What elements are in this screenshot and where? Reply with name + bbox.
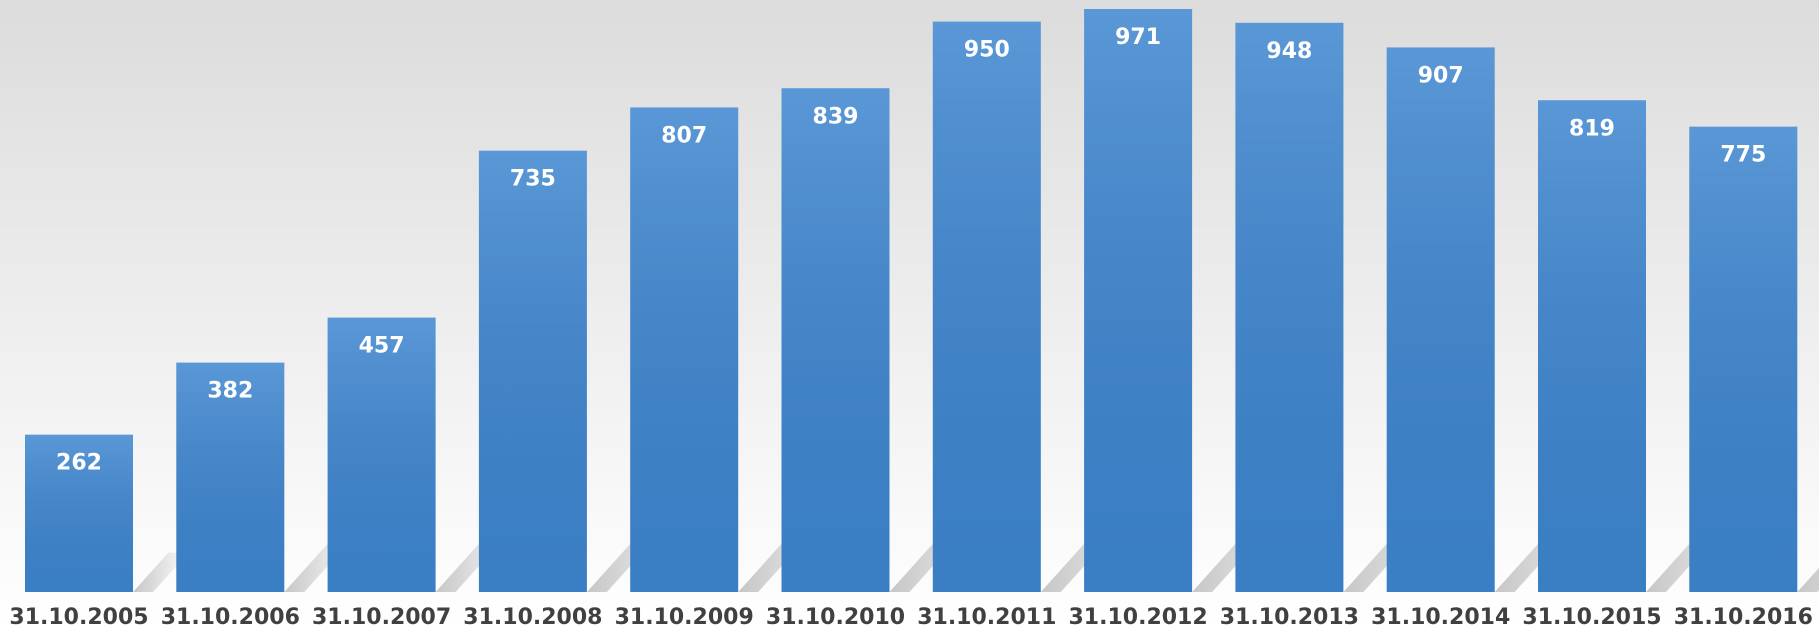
bar-sheen	[478, 150, 587, 593]
bar-sheen	[932, 21, 1041, 593]
bar-shadow	[133, 552, 189, 592]
value-label: 948	[1266, 39, 1312, 64]
value-label: 950	[964, 38, 1010, 63]
value-label: 819	[1569, 116, 1615, 141]
x-tick-label: 31.10.2009	[615, 605, 754, 630]
value-label: 735	[510, 167, 556, 192]
x-tick-label: 31.10.2005	[9, 605, 148, 630]
x-tick-label: 31.10.2016	[1674, 605, 1813, 630]
bar-sheen	[1084, 9, 1193, 592]
bar-sheen	[1386, 47, 1495, 592]
x-tick-label: 31.10.2015	[1522, 605, 1661, 630]
x-tick-label: 31.10.2011	[917, 605, 1056, 630]
bar-sheen	[630, 107, 739, 592]
x-tick-label: 31.10.2014	[1371, 605, 1510, 630]
value-label: 457	[359, 334, 405, 359]
bars	[25, 9, 1798, 593]
value-label: 262	[56, 451, 102, 476]
bar-sheen	[1538, 100, 1646, 592]
bar-sheen	[1235, 22, 1344, 593]
value-label: 907	[1418, 63, 1464, 88]
value-label: 382	[207, 379, 253, 404]
value-label: 839	[813, 104, 859, 129]
bar-sheen	[327, 317, 436, 592]
bar-sheen	[25, 434, 133, 592]
bar-sheen	[781, 88, 890, 592]
bar-sheen	[1689, 126, 1798, 593]
bar-shadow	[1797, 567, 1819, 592]
value-label: 971	[1115, 25, 1161, 50]
x-tick-label: 31.10.2012	[1069, 605, 1208, 630]
value-label: 807	[661, 123, 707, 148]
x-tick-label: 31.10.2013	[1220, 605, 1359, 630]
bar-sheen	[176, 362, 285, 592]
x-tick-label: 31.10.2010	[766, 605, 905, 630]
x-tick-label: 31.10.2008	[463, 605, 602, 630]
value-label: 775	[1720, 143, 1766, 168]
x-tick-label: 31.10.2006	[161, 605, 300, 630]
x-tick-label: 31.10.2007	[312, 605, 451, 630]
